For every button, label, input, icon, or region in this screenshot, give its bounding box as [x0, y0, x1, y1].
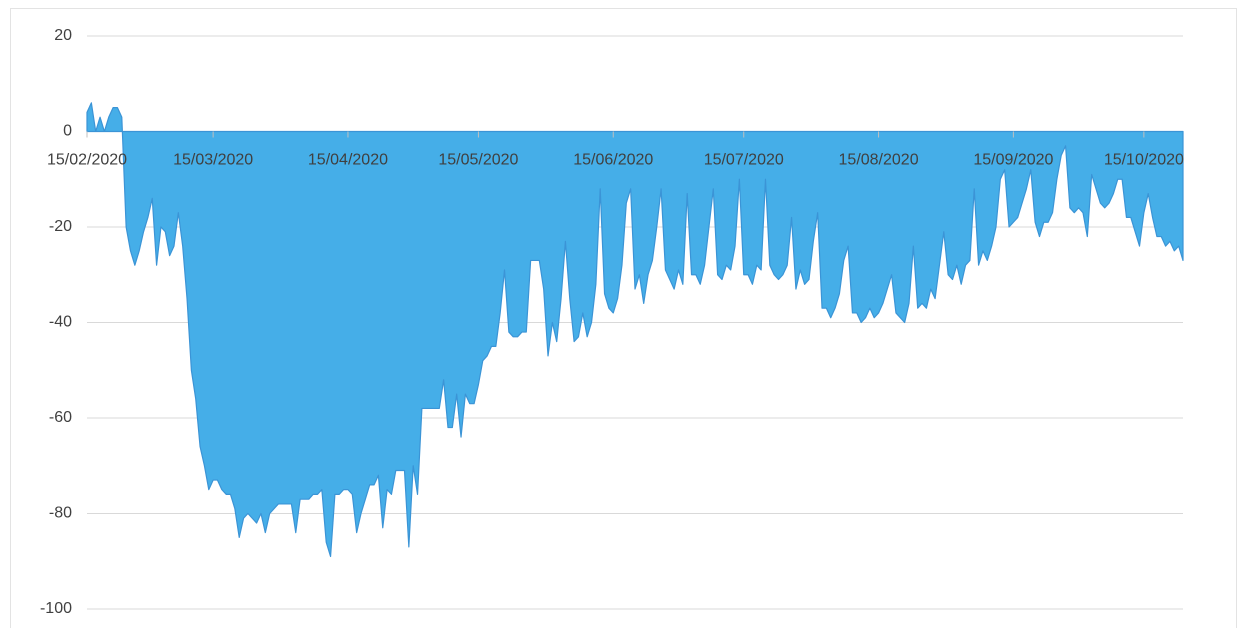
- y-tick-label: -100: [40, 600, 72, 617]
- x-tick-label: 15/07/2020: [704, 152, 784, 169]
- y-tick-label: -60: [49, 409, 72, 426]
- area: [86, 102, 1184, 558]
- y-tick-label: -20: [49, 218, 72, 235]
- x-tick-label: 15/03/2020: [173, 152, 253, 169]
- x-tick-label: 15/05/2020: [438, 152, 518, 169]
- y-tick-label: 0: [63, 123, 72, 140]
- y-tick-label: -80: [49, 505, 72, 522]
- x-tick-label: 15/02/2020: [47, 152, 127, 169]
- x-tick-label: 15/06/2020: [573, 152, 653, 169]
- y-tick-label: 20: [54, 27, 72, 44]
- x-tick-label: 15/04/2020: [308, 152, 388, 169]
- x-tick-label: 15/09/2020: [973, 152, 1053, 169]
- y-tick-label: -40: [49, 314, 72, 331]
- chart-frame: [10, 8, 1237, 628]
- x-tick-label: 15/10/2020: [1104, 152, 1184, 169]
- x-tick-label: 15/08/2020: [839, 152, 919, 169]
